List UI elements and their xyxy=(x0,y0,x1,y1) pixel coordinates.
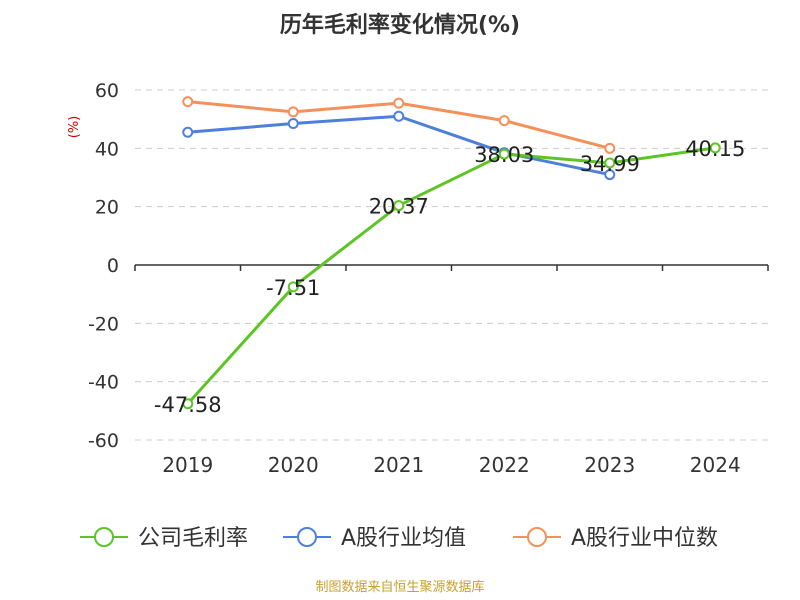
data-point xyxy=(393,200,405,212)
data-point xyxy=(604,157,616,169)
data-point xyxy=(287,118,299,130)
y-tick-label: -20 xyxy=(88,313,119,335)
source-note: 制图数据来自恒生聚源数据库 xyxy=(315,579,484,595)
x-tick-label: 2021 xyxy=(373,453,424,477)
series-line xyxy=(187,100,611,150)
y-tick-label: 40 xyxy=(95,138,119,160)
y-tick-label: 20 xyxy=(95,197,119,219)
legend-label: A股行业均值 xyxy=(341,526,466,551)
data-point xyxy=(709,142,721,154)
x-tick-label: 2024 xyxy=(690,453,741,477)
data-point xyxy=(287,281,299,293)
data-point xyxy=(604,169,616,181)
y-tick-label: -60 xyxy=(88,430,119,452)
data-label: 38.03 xyxy=(474,143,534,167)
y-tick-label: -40 xyxy=(88,372,119,394)
legend-label: A股行业中位数 xyxy=(571,526,718,551)
legend-marker xyxy=(94,527,114,547)
data-point xyxy=(393,97,405,109)
legend-marker xyxy=(297,527,317,547)
series-line xyxy=(187,114,611,177)
data-label: 20.37 xyxy=(369,195,429,219)
data-point xyxy=(498,115,510,127)
series-group xyxy=(182,96,721,410)
series-line xyxy=(186,146,716,405)
x-tick-label: 2022 xyxy=(479,453,530,477)
data-point xyxy=(393,110,405,122)
data-point xyxy=(182,96,194,108)
data-point xyxy=(287,106,299,118)
legend-label: 公司毛利率 xyxy=(138,526,248,551)
data-labels: -47.58 -7.51 20.37 38.03 34.99 40.15 xyxy=(154,137,745,417)
data-label: -47.58 xyxy=(154,393,222,417)
y-tick-label: 60 xyxy=(95,80,119,102)
x-tick-label: 2019 xyxy=(162,453,213,477)
data-point xyxy=(498,148,510,160)
data-point xyxy=(182,126,194,138)
x-tick-label: 2023 xyxy=(584,453,635,477)
data-point xyxy=(604,142,616,154)
y-tick-labels: 60 40 20 0 -20 -40 -60 xyxy=(88,80,119,452)
y-tick-label: 0 xyxy=(107,255,119,277)
legend-marker xyxy=(527,527,547,547)
x-tick-label: 2020 xyxy=(268,453,319,477)
x-axis: 2019 2020 2021 2022 2023 2024 xyxy=(134,264,769,477)
data-label: 34.99 xyxy=(580,152,640,176)
data-label: 40.15 xyxy=(685,137,745,161)
chart-title: 历年毛利率变化情况(%) xyxy=(280,12,520,38)
legend: 公司毛利率 A股行业均值 A股行业中位数 xyxy=(80,526,718,551)
data-label: -7.51 xyxy=(266,276,320,300)
data-point xyxy=(182,398,194,410)
y-axis-label: (%) xyxy=(67,116,82,139)
